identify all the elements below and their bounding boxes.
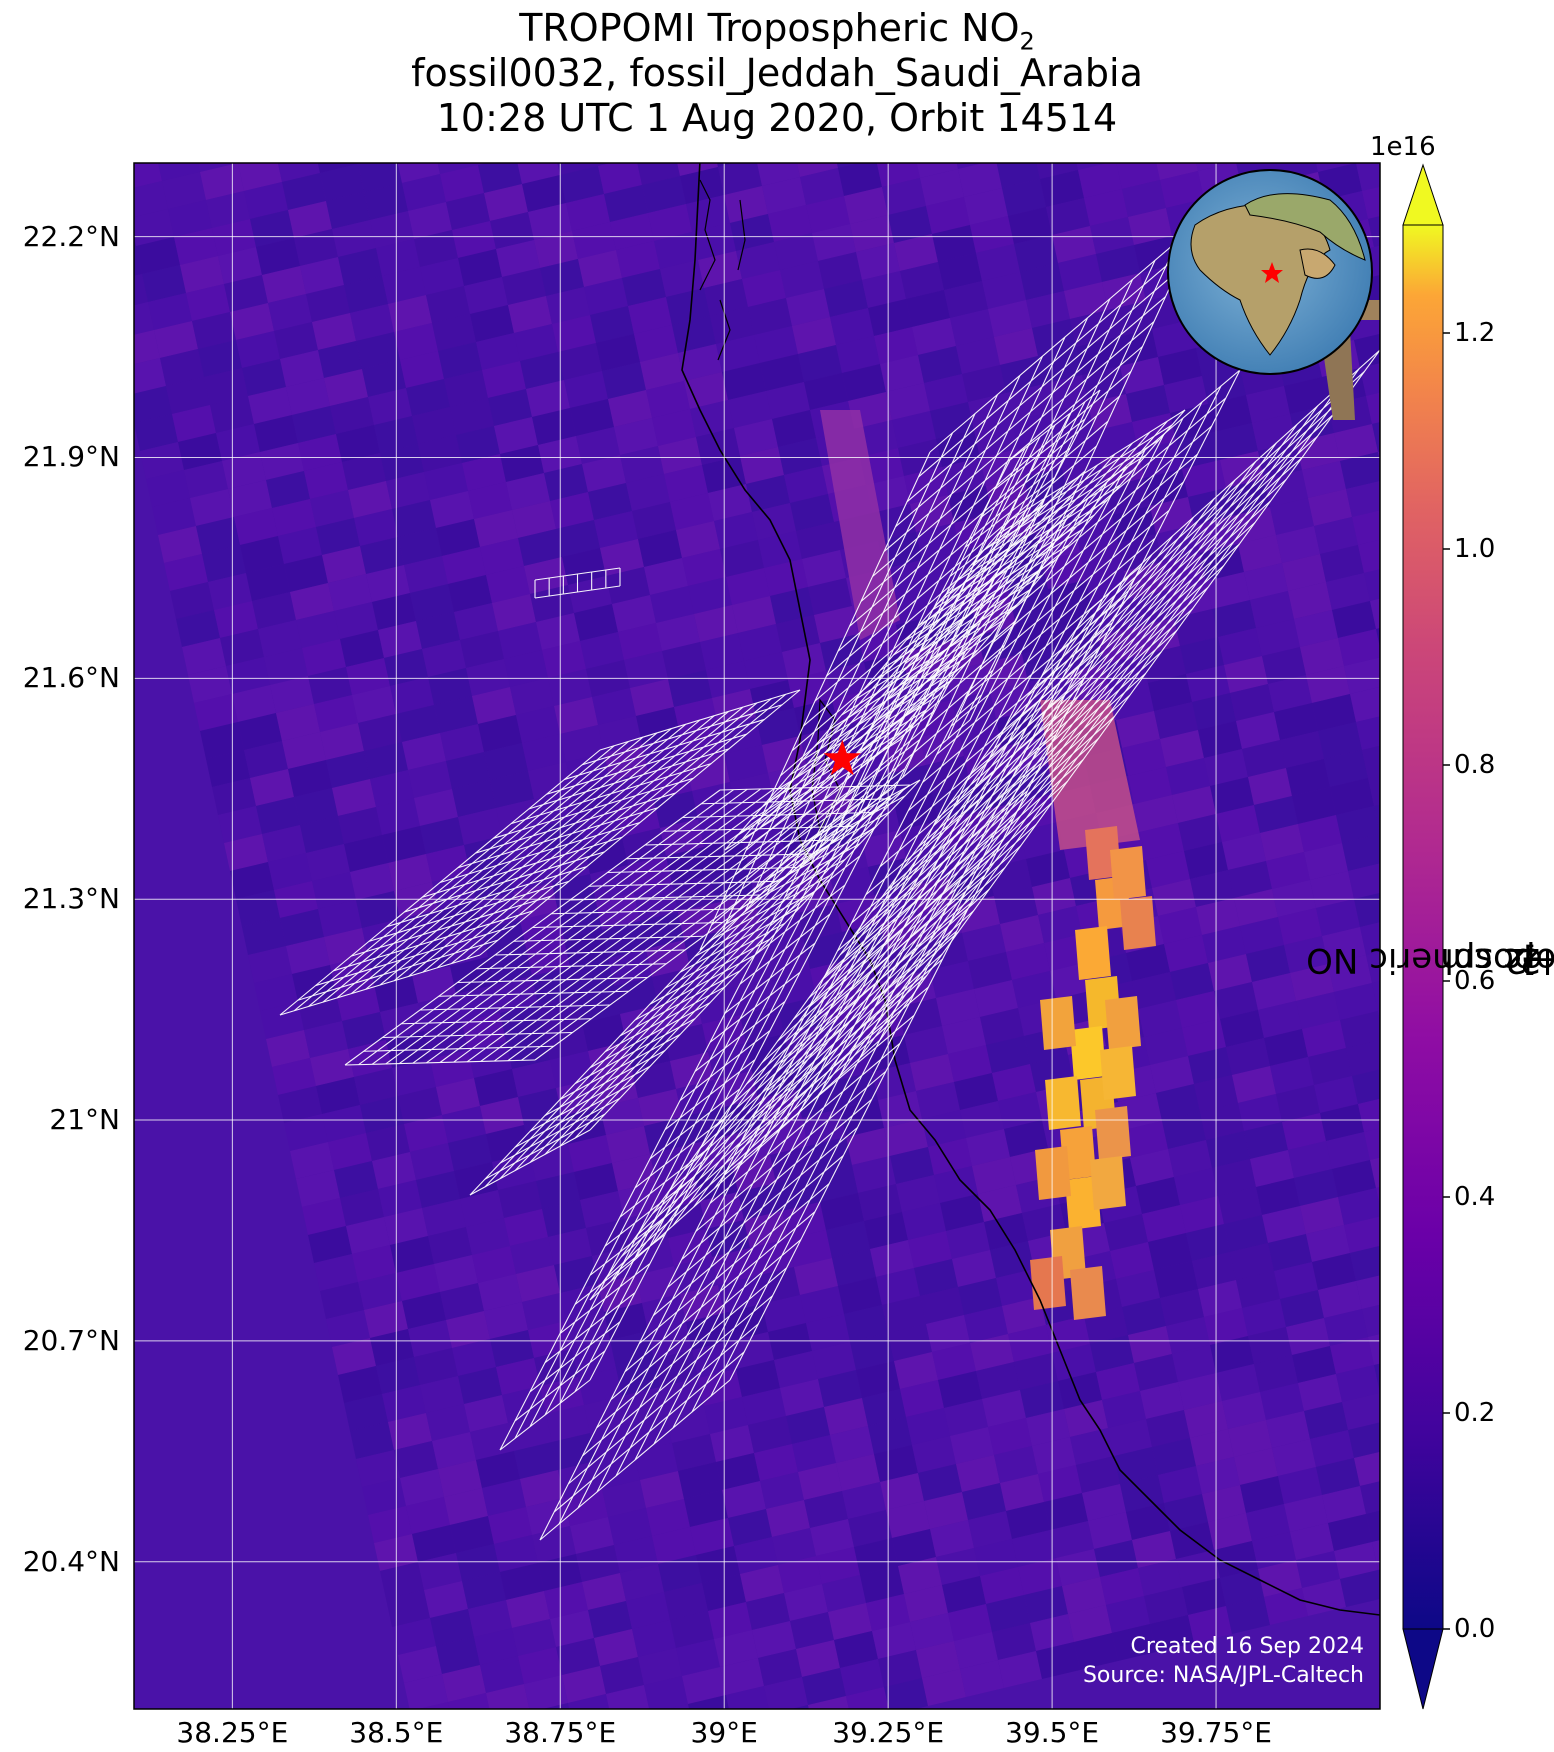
lon-tick-label: 38.5°E <box>349 1716 444 1749</box>
colorbar <box>1402 163 1450 1710</box>
lat-tick-label: 20.7°N <box>22 1323 120 1357</box>
title-line-1: TROPOMI Tropospheric NO2 <box>519 6 1035 56</box>
lat-tick-label: 22.2°N <box>22 219 120 253</box>
lon-tick-label: 39.5°E <box>1005 1716 1100 1749</box>
graticule <box>134 163 1380 1709</box>
globe-inset <box>1167 169 1380 420</box>
colorbar-exponent: 1e16 <box>1370 132 1436 162</box>
figure-title: TROPOMI Tropospheric NO2 fossil0032, fos… <box>0 6 1554 141</box>
coastline <box>681 163 1380 1616</box>
lat-tick-label: 21.6°N <box>22 661 120 695</box>
map-frame <box>133 162 1381 1710</box>
lat-tick-label: 21.3°N <box>22 882 120 916</box>
lat-tick-label: 21.9°N <box>22 440 120 474</box>
colorbar-tick-label: 0.4 <box>1454 1182 1496 1212</box>
lat-tick-label: 20.4°N <box>22 1544 120 1578</box>
colorbar-tick-label: 0.2 <box>1454 1398 1496 1428</box>
lon-tick-label: 39°E <box>690 1716 758 1749</box>
sounding-footprints <box>279 221 1380 1541</box>
title-line-2: fossil0032, fossil_Jeddah_Saudi_Arabia <box>411 51 1143 95</box>
title-line-3: 10:28 UTC 1 Aug 2020, Orbit 14514 <box>436 96 1118 140</box>
colorbar-tick-label: 0.0 <box>1454 1614 1496 1644</box>
target-star-marker <box>823 739 861 776</box>
colorbar-tick-label: 1.0 <box>1454 534 1496 564</box>
credits: Created 16 Sep 2024 Source: NASA/JPL-Cal… <box>1083 1632 1364 1690</box>
lat-tick-label: 21°N <box>49 1103 120 1137</box>
credit-created: Created 16 Sep 2024 <box>1130 1634 1365 1659</box>
colorbar-tick-label: 0.6 <box>1454 966 1496 996</box>
lon-tick-label: 38.25°E <box>176 1716 289 1749</box>
colorbar-tick-label: 0.8 <box>1454 750 1496 780</box>
lon-tick-label: 38.75°E <box>504 1716 617 1749</box>
lon-tick-label: 39.75°E <box>1160 1716 1272 1749</box>
credit-source: Source: NASA/JPL-Caltech <box>1082 1663 1364 1688</box>
colorbar-tick-label: 1.2 <box>1454 318 1496 348</box>
lon-tick-label: 39.25°E <box>832 1716 945 1749</box>
no2-hotspot <box>1030 826 1156 1320</box>
inset-target-star <box>1261 262 1283 283</box>
